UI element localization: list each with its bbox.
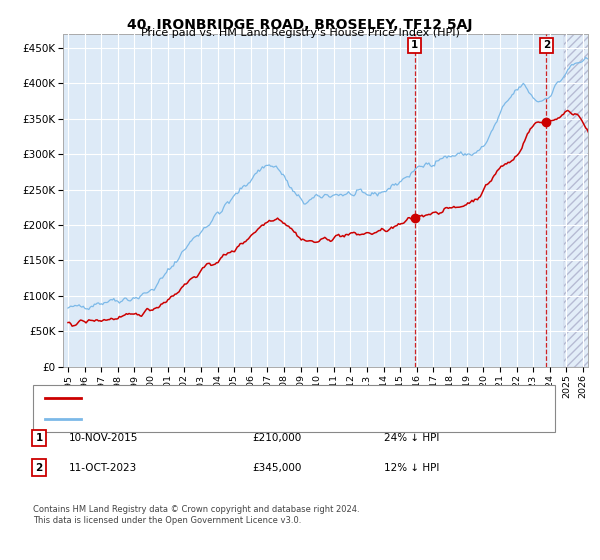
Text: 40, IRONBRIDGE ROAD, BROSELEY, TF12 5AJ: 40, IRONBRIDGE ROAD, BROSELEY, TF12 5AJ — [127, 18, 473, 32]
Text: 12% ↓ HPI: 12% ↓ HPI — [384, 463, 439, 473]
Text: 1: 1 — [35, 433, 43, 443]
Text: 10-NOV-2015: 10-NOV-2015 — [69, 433, 139, 443]
Text: £345,000: £345,000 — [252, 463, 301, 473]
Text: 11-OCT-2023: 11-OCT-2023 — [69, 463, 137, 473]
Text: 2: 2 — [35, 463, 43, 473]
Text: 40, IRONBRIDGE ROAD, BROSELEY, TF12 5AJ (detached house): 40, IRONBRIDGE ROAD, BROSELEY, TF12 5AJ … — [88, 393, 415, 403]
Text: 24% ↓ HPI: 24% ↓ HPI — [384, 433, 439, 443]
Text: Contains HM Land Registry data © Crown copyright and database right 2024.
This d: Contains HM Land Registry data © Crown c… — [33, 505, 359, 525]
Text: 1: 1 — [411, 40, 418, 50]
Text: 2: 2 — [542, 40, 550, 50]
Text: £210,000: £210,000 — [252, 433, 301, 443]
Text: HPI: Average price, detached house, Shropshire: HPI: Average price, detached house, Shro… — [88, 414, 337, 424]
Text: Price paid vs. HM Land Registry's House Price Index (HPI): Price paid vs. HM Land Registry's House … — [140, 28, 460, 38]
